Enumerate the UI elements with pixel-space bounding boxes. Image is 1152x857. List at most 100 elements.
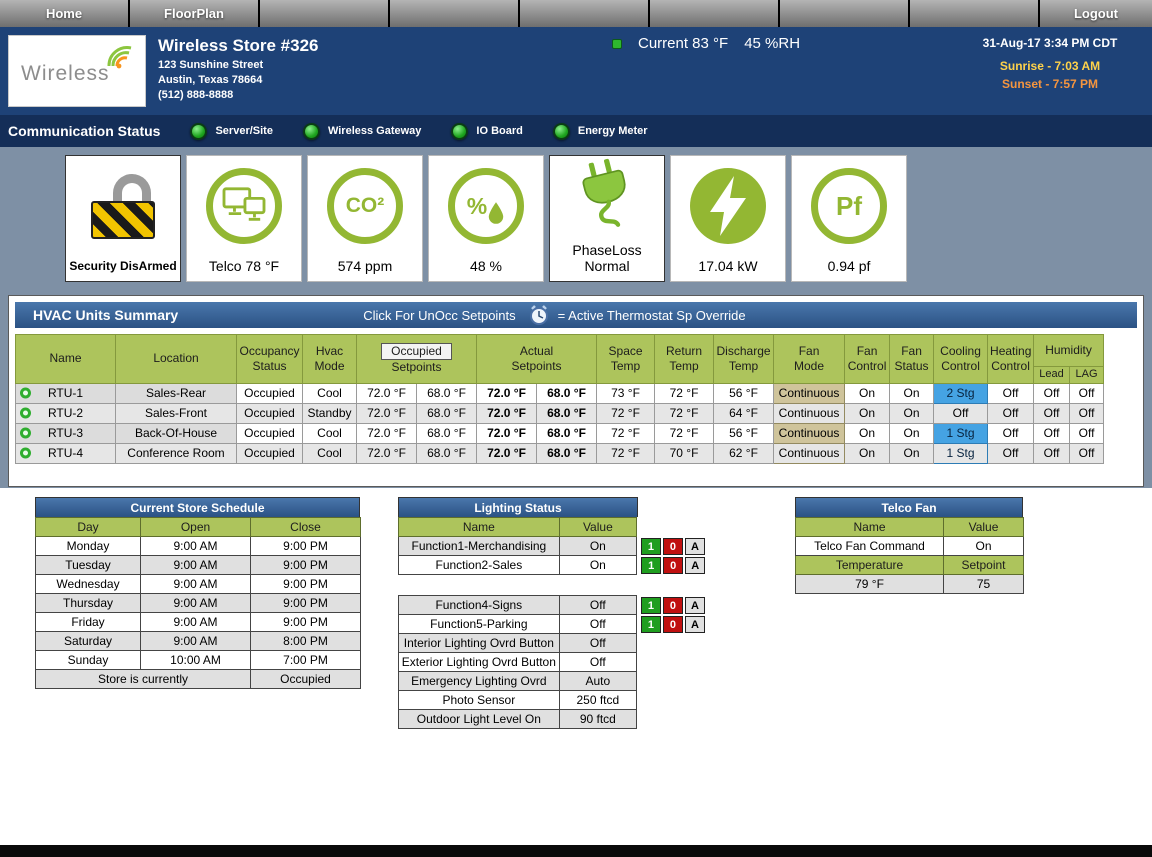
hvac-cell-fan-control: On: [844, 382, 891, 404]
unit-status-icon: [20, 387, 31, 399]
lighting-col-value: Value: [558, 517, 637, 537]
tile-co2-label: 574 ppm: [337, 257, 393, 274]
schedule-cell: 10:00 AM: [140, 650, 251, 670]
hvac-tbody: RTU-1 Sales-Rear Occupied Cool 72.0 °F 68.0 °…: [15, 382, 1105, 464]
tile-phaseloss[interactable]: PhaseLoss Normal: [549, 155, 665, 282]
hvac-cell-return-temp: 72 °F: [654, 382, 715, 404]
hvac-cell-fan-status: On: [889, 382, 935, 404]
comm-status-ok-icon: [190, 122, 208, 140]
schedule-cell: 9:00 AM: [140, 612, 251, 632]
hvac-unit-name-cell[interactable]: RTU-1: [15, 382, 116, 404]
hvac-unit-name-cell[interactable]: RTU-2: [15, 402, 116, 424]
hvac-cell-mode: Cool: [302, 382, 357, 404]
hvac-cell-location: Sales-Front: [115, 402, 237, 424]
lighting-value: 250 ftcd: [558, 690, 637, 710]
hvac-cell-fan-mode: Continuous: [773, 402, 846, 424]
col-header-lead: Lead: [1033, 366, 1071, 384]
datetime-block: 31-Aug-17 3:34 PM CDT Sunrise - 7:03 AM …: [952, 36, 1148, 91]
schedule-cell: 9:00 AM: [140, 593, 251, 613]
telco-setpoint-header: Setpoint: [943, 555, 1024, 575]
hvac-cell-location: Sales-Rear: [115, 382, 237, 404]
lighting-row: Interior Lighting Ovrd Button Off: [398, 633, 708, 653]
hvac-unit-name-cell[interactable]: RTU-3: [15, 422, 116, 444]
tile-energy-label: 17.04 kW: [698, 257, 758, 274]
light-off-button[interactable]: 0: [662, 596, 683, 614]
lock-icon: [66, 164, 180, 248]
schedule-cell: Tuesday: [35, 555, 141, 575]
nav-tab-home[interactable]: Home: [0, 0, 130, 27]
light-on-button[interactable]: 1: [640, 537, 661, 555]
footer-bar: [0, 845, 1152, 857]
light-on-button[interactable]: 1: [640, 615, 661, 633]
wifi-icon: [107, 46, 132, 69]
light-off-button[interactable]: 0: [663, 556, 684, 574]
schedule-cell: Saturday: [35, 631, 141, 651]
hvac-cell-location: Conference Room: [115, 442, 237, 464]
hvac-cell-mode: Standby: [302, 402, 357, 424]
lighting-value: On: [558, 555, 637, 575]
hvac-cell-fan-status: On: [889, 422, 935, 444]
unit-name: RTU-2: [47, 406, 84, 421]
light-auto-button[interactable]: A: [685, 556, 706, 574]
comm-item-label: Server/Site: [215, 125, 273, 137]
lighting-button-group: [636, 710, 707, 729]
tile-co2[interactable]: CO² 574 ppm: [307, 155, 423, 282]
tile-power-factor[interactable]: Pf 0.94 pf: [791, 155, 907, 282]
light-auto-button[interactable]: A: [684, 596, 705, 614]
hvac-cell-occ-heat: 68.0 °F: [415, 442, 478, 464]
hvac-cell-cooling: 2 Stg: [933, 382, 989, 404]
occupied-setpoints-button[interactable]: Occupied: [381, 342, 452, 360]
hvac-cell-lead: Off: [1033, 402, 1071, 424]
lighting-tbody-2: Function4-Signs Off 1 0 A Function5-Parking Of…: [398, 595, 708, 729]
hvac-unit-name-cell[interactable]: RTU-4: [15, 442, 116, 464]
light-auto-button[interactable]: A: [684, 615, 705, 633]
tile-security[interactable]: Security DisArmed: [65, 155, 181, 282]
telco-fan-title: Telco Fan: [795, 497, 1023, 517]
schedule-row: Monday 9:00 AM 9:00 PM: [35, 536, 361, 556]
light-off-button[interactable]: 0: [662, 615, 683, 633]
hvac-cell-location: Back-Of-House: [115, 422, 237, 444]
tile-energy[interactable]: 17.04 kW: [670, 155, 786, 282]
lighting-button-group: [636, 653, 707, 672]
hvac-cell-fan-mode: Continuous: [773, 442, 846, 464]
lightning-bolt-icon: [671, 164, 785, 248]
light-auto-button[interactable]: A: [684, 537, 705, 555]
schedule-col-close: Close: [250, 517, 361, 537]
hvac-cell-act-heat: 68.0 °F: [536, 422, 598, 444]
tile-telco-temp[interactable]: Telco 78 °F: [186, 155, 302, 282]
schedule-col-day: Day: [35, 517, 141, 537]
light-on-button[interactable]: 1: [641, 556, 662, 574]
override-legend: = Active Thermostat Sp Override: [557, 307, 746, 323]
hvac-cell-discharge: 64 °F: [713, 402, 775, 424]
col-header-hvac-mode: Hvac Mode: [302, 334, 357, 384]
schedule-title: Current Store Schedule: [35, 497, 360, 517]
lighting-row: Exterior Lighting Ovrd Button Off: [398, 652, 708, 672]
lighting-grid-2: Function4-Signs Off 1 0 A Function5-Parking Of…: [398, 595, 708, 729]
humidity-icon: %: [429, 164, 543, 248]
unocc-setpoints-link[interactable]: Click For UnOcc Setpoints: [363, 307, 516, 323]
store-phone: (512) 888-8888: [158, 89, 234, 101]
col-header-cooling-control: Cooling Control: [933, 334, 989, 384]
lighting-button-group: [636, 672, 707, 691]
col-header-name: Name: [15, 334, 116, 384]
light-on-button[interactable]: 1: [640, 596, 661, 614]
lighting-name: Exterior Lighting Ovrd Button: [398, 652, 560, 672]
store-schedule-table: Current Store Schedule Day Open Close Mo…: [35, 497, 362, 689]
schedule-row: Sunday 10:00 AM 7:00 PM: [35, 650, 361, 670]
hvac-cell-fan-mode: Continuous: [773, 382, 846, 404]
hvac-cell-act-heat: 68.0 °F: [536, 402, 598, 424]
unit-status-icon: [20, 407, 31, 419]
tile-humidity[interactable]: % 48 %: [428, 155, 544, 282]
hvac-cell-heating: Off: [987, 422, 1035, 444]
schedule-cell: 9:00 AM: [140, 555, 251, 575]
light-off-button[interactable]: 0: [662, 537, 683, 555]
nav-tab-floorplan[interactable]: FloorPlan: [130, 0, 260, 27]
col-header-actual-setpoints: Actual Setpoints: [476, 334, 598, 384]
lighting-name: Outdoor Light Level On: [398, 709, 560, 729]
lighting-row: Outdoor Light Level On 90 ftcd: [398, 709, 708, 729]
nav-tab-logout[interactable]: Logout: [1040, 0, 1152, 27]
tile-phaseloss-label: PhaseLoss: [572, 241, 642, 258]
schedule-cell: 9:00 PM: [250, 574, 361, 594]
current-rh: 45 %RH: [744, 35, 801, 52]
